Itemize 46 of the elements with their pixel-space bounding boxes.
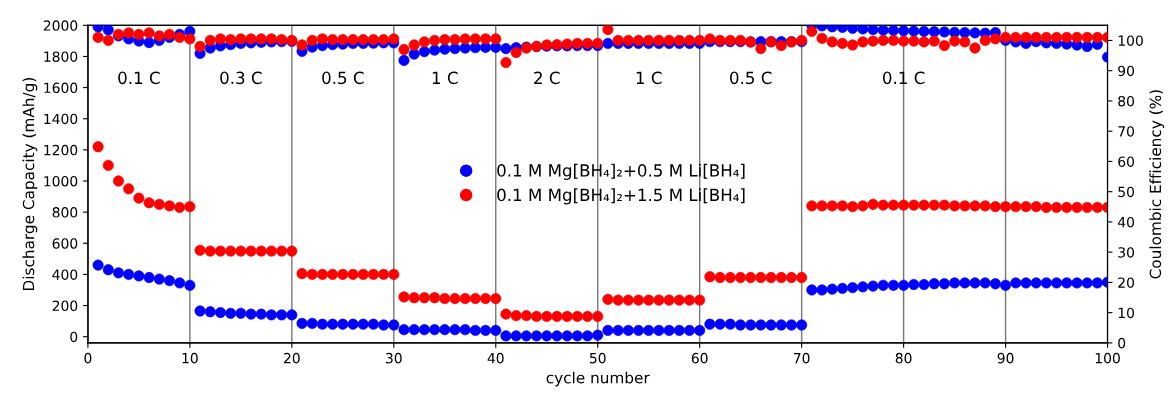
annotation: 2 C [534,71,560,85]
y2-tick-label: 60 [1118,156,1135,167]
x-tick-label: 70 [793,352,810,364]
annotation: 0.5 C [322,71,364,85]
annotation: 1 C [636,71,662,85]
y-tick-label: 1800 [44,51,78,62]
y-tick-label: 600 [52,238,78,249]
y-tick-label: 400 [52,269,78,280]
x-tick-label: 10 [182,352,198,364]
y2-tick-label: 50 [1118,186,1135,198]
annotation: 0.1 C [882,71,925,85]
x-tick-label: 60 [691,352,708,364]
x-tick-label: 20 [284,352,300,364]
y2-tick-label: 30 [1118,247,1135,258]
y-tick-label: 2000 [43,20,78,31]
legend-label: 0.1 M Mg[BH₄]₂+1.5 M Li[BH₄] [497,188,745,205]
y2-tick-label: 100 [1118,35,1143,46]
x-axis-title: cycle number [546,371,650,387]
y-tick-label: 1600 [44,82,78,94]
x-tick-label: 90 [997,352,1014,364]
y-tick-label: 800 [52,207,78,218]
y2-tick-label: 80 [1118,95,1135,107]
y-tick-label: 1400 [44,113,78,125]
annotation: 1 C [432,71,458,85]
y2-tick-label: 0 [1118,337,1126,349]
y2-tick-label: 40 [1117,216,1135,228]
y-tick-label: 1000 [44,175,78,187]
x-tick-label: 30 [386,352,402,364]
y2-tick-label: 70 [1118,126,1135,137]
y-axis-title: Discharge Capacity (mAh/g) [22,78,38,291]
annotation: 0.1 C [118,71,160,85]
annotation: 0.5 C [730,71,772,85]
y2-tick-label: 10 [1118,307,1135,319]
y2-tick-label: 90 [1118,65,1135,77]
y-tick-label: 200 [52,300,78,312]
y2-axis-title: Coulombic Efficiency (%) [1149,90,1165,279]
x-tick-label: 50 [589,352,606,364]
x-tick-label: 40 [487,352,504,364]
x-tick-label: 80 [895,352,912,364]
legend-label: 0.1 M Mg[BH₄]₂+0.5 M Li[BH₄] [497,163,745,180]
y2-tick-label: 20 [1118,277,1135,288]
annotation: 0.3 C [220,71,262,85]
y-tick-label: 0 [70,331,78,343]
x-tick-label: 0 [84,352,92,364]
y-tick-label: 1200 [44,144,78,156]
x-tick-label: 100 [1095,352,1120,364]
